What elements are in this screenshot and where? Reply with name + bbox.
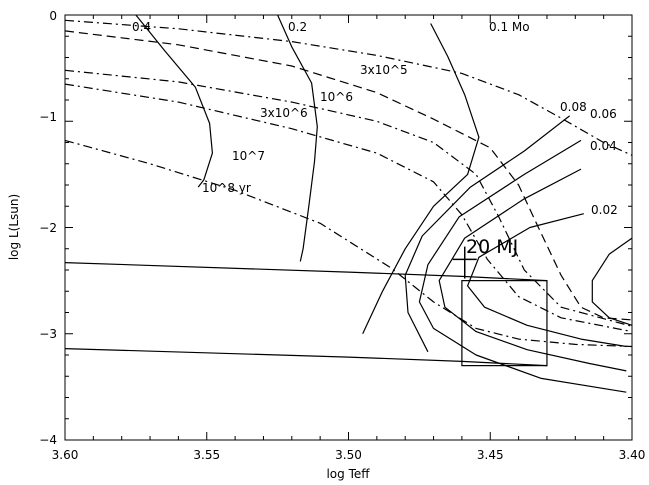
series-line-2 bbox=[362, 23, 480, 335]
series-line-13 bbox=[64, 262, 547, 282]
x-tick-label: 3.50 bbox=[335, 448, 362, 462]
series-line-7 bbox=[591, 237, 633, 326]
series-line-1 bbox=[277, 14, 318, 262]
x-tick-label: 3.45 bbox=[477, 448, 504, 462]
plot-frame bbox=[64, 14, 633, 441]
series-line-6 bbox=[467, 213, 627, 348]
region-box bbox=[461, 280, 548, 367]
y-tick-label: −4 bbox=[39, 433, 57, 447]
series-line-0 bbox=[135, 14, 213, 188]
series-line-10 bbox=[64, 69, 633, 327]
series-line-11 bbox=[64, 83, 633, 333]
mass-label-0-1: 0.1 Mo bbox=[489, 20, 530, 34]
age-label-3e6: 3x10^6 bbox=[260, 106, 308, 120]
y-tick-label: −2 bbox=[39, 221, 57, 235]
axis-ticks bbox=[64, 14, 633, 441]
x-tick-label: 3.40 bbox=[619, 448, 646, 462]
age-label-3e5: 3x10^5 bbox=[360, 63, 408, 77]
y-tick-label: 0 bbox=[49, 9, 57, 23]
mass-label-0-06: 0.06 bbox=[590, 107, 617, 121]
mass-label-0-2: 0.2 bbox=[288, 20, 307, 34]
marker-label-20mj: 20 MJ bbox=[466, 236, 518, 258]
curves bbox=[64, 14, 633, 393]
series-line-9 bbox=[64, 30, 633, 321]
age-label-1e6: 10^6 bbox=[320, 90, 353, 104]
age-label-1e8: 10^8 yr bbox=[202, 181, 251, 195]
series-line-4 bbox=[418, 139, 627, 393]
y-tick-label: −1 bbox=[39, 110, 57, 124]
y-tick-label: −3 bbox=[39, 327, 57, 341]
mass-label-0-02: 0.02 bbox=[591, 203, 618, 217]
series-line-14 bbox=[64, 348, 547, 367]
mass-label-0-4: 0.4 bbox=[132, 20, 151, 34]
mass-label-0-04: 0.04 bbox=[590, 139, 617, 153]
x-tick-label: 3.55 bbox=[193, 448, 220, 462]
series-line-8 bbox=[64, 19, 633, 156]
x-tick-label: 3.60 bbox=[52, 448, 79, 462]
x-axis-label: log Teff bbox=[326, 467, 370, 481]
y-axis-label: log L(Lsun) bbox=[7, 194, 21, 260]
age-label-1e7: 10^7 bbox=[232, 149, 265, 163]
series-line-5 bbox=[438, 168, 627, 372]
mass-label-0-08: 0.08 bbox=[560, 100, 587, 114]
series-line-3 bbox=[404, 115, 570, 353]
